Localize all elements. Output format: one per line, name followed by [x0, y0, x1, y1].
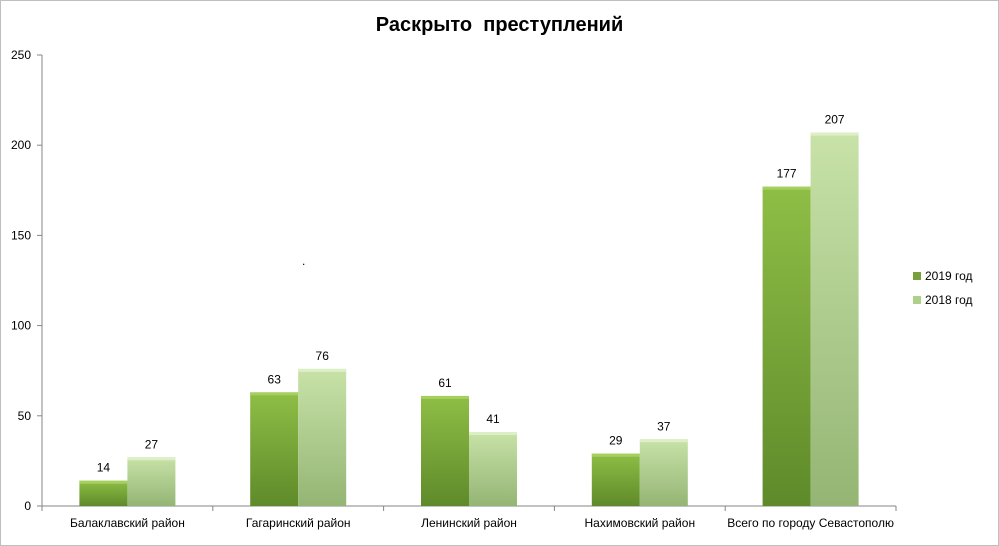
data-label: 76: [316, 349, 330, 363]
category-label: Гагаринский район: [246, 516, 351, 530]
legend-swatch-2018: [913, 296, 921, 304]
legend: 2019 год 2018 год: [913, 269, 973, 318]
y-tick-label: 250: [11, 48, 31, 62]
bar-top-edge: [127, 457, 176, 461]
bar-top-edge: [762, 186, 811, 190]
bar-2019: [421, 395, 469, 506]
data-label: 14: [97, 461, 111, 475]
legend-item-2018: 2018 год: [913, 293, 973, 307]
y-tick-label: 50: [18, 409, 32, 423]
data-label: 63: [268, 372, 282, 386]
y-tick-label: 0: [24, 499, 31, 513]
category-label: Нахимовский район: [585, 516, 696, 530]
bar-top-edge: [469, 432, 517, 436]
bar-2018: [127, 457, 176, 506]
annotation-dot: .: [302, 254, 305, 268]
category-label: Всего по городу Севастополю: [727, 516, 894, 530]
y-tick-label: 100: [11, 319, 31, 333]
bar-top-edge: [250, 392, 299, 396]
bar-top-edge: [810, 132, 859, 136]
legend-swatch-2019: [913, 272, 921, 280]
bar-2018: [298, 368, 347, 506]
bar-top-edge: [591, 453, 640, 457]
legend-label-2018: 2018 год: [925, 293, 973, 307]
bar-2018: [810, 132, 859, 506]
category-label: Балаклавский район: [70, 516, 185, 530]
bar-2018: [639, 439, 688, 506]
chart-title: Раскрыто преступлений: [375, 14, 624, 36]
data-label: 177: [777, 167, 797, 181]
bar-2019: [762, 186, 811, 506]
y-tick-label: 150: [11, 228, 31, 242]
legend-label-2019: 2019 год: [925, 269, 973, 283]
bar-2018: [469, 432, 517, 506]
legend-item-2019: 2019 год: [913, 269, 973, 283]
data-label: 41: [486, 412, 500, 426]
bar-2019: [250, 392, 299, 506]
data-label: 29: [609, 434, 623, 448]
data-label: 61: [438, 376, 452, 390]
bar-top-edge: [421, 395, 469, 399]
bar-2019: [79, 480, 128, 506]
bar-top-edge: [298, 368, 347, 372]
category-label: Ленинский район: [421, 516, 517, 530]
data-label: 37: [657, 419, 671, 433]
bar-2019: [591, 453, 640, 506]
data-label: 27: [145, 437, 159, 451]
data-label: 207: [825, 113, 845, 127]
bar-top-edge: [639, 439, 688, 443]
y-tick-label: 200: [11, 138, 31, 152]
bar-top-edge: [79, 480, 128, 484]
